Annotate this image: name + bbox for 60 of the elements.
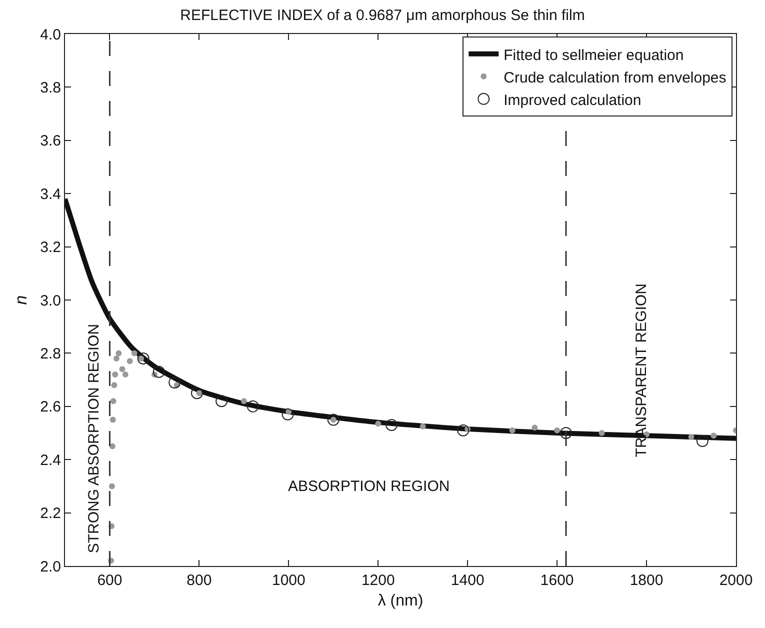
x-tick-label: 1200	[361, 572, 395, 589]
annotation: ABSORPTION REGION	[288, 478, 450, 495]
point	[598, 430, 605, 436]
point	[113, 356, 120, 362]
point	[112, 371, 118, 378]
y-tick-label: 3.2	[40, 239, 61, 256]
y-axis-title: n	[12, 295, 31, 305]
legend-label: Fitted to sellmeier equation	[504, 46, 684, 64]
point	[240, 398, 247, 404]
x-axis-title: λ (nm)	[378, 592, 424, 610]
point	[126, 358, 133, 364]
point	[710, 432, 717, 439]
point	[110, 416, 116, 423]
y-tick-label: 2.8	[40, 345, 61, 362]
y-tick-label: 3.8	[40, 79, 61, 96]
point	[282, 408, 294, 420]
point	[119, 366, 126, 372]
x-tick-label: 800	[186, 572, 212, 589]
point	[108, 483, 115, 490]
point	[246, 400, 259, 412]
point	[110, 398, 116, 404]
point	[190, 387, 203, 400]
point	[131, 350, 138, 356]
point	[216, 395, 228, 408]
point	[532, 424, 538, 431]
chart-title: REFLECTIVE INDEX of a 0.9687 μm amorphous Se thin film	[180, 6, 585, 24]
x-tick-label: 2000	[719, 572, 753, 589]
point	[560, 427, 572, 439]
point	[696, 434, 708, 447]
point	[386, 419, 398, 432]
y-tick-label: 3.6	[40, 132, 61, 150]
point	[116, 350, 122, 356]
x-tick-label: 1600	[540, 572, 574, 589]
point	[420, 423, 426, 430]
point	[509, 427, 516, 434]
point	[457, 424, 470, 436]
x-tick-label: 600	[97, 572, 122, 589]
point	[554, 427, 560, 434]
x-tick-label: 1000	[272, 572, 306, 589]
legend-label: Crude calculation from envelopes	[504, 69, 726, 86]
x-tick-label: 1800	[630, 572, 664, 589]
point	[111, 382, 118, 388]
point	[122, 371, 128, 378]
y-tick-label: 3.0	[40, 292, 61, 310]
y-tick-label: 4.0	[40, 26, 61, 44]
point	[137, 352, 150, 365]
y-tick-label: 2.2	[40, 505, 61, 522]
point	[327, 414, 340, 426]
x-tick-label: 1400	[450, 572, 484, 589]
point	[168, 376, 181, 388]
legend-label: Improved calculation	[504, 92, 642, 109]
y-tick-label: 3.4	[40, 186, 61, 203]
annotation: STRONG ABSORPTION REGION	[85, 324, 102, 554]
y-tick-label: 2.4	[40, 452, 61, 469]
y-tick-label: 2.6	[40, 398, 61, 416]
point	[688, 434, 694, 440]
point	[152, 366, 165, 378]
point	[109, 443, 116, 450]
y-tick-label: 2.0	[40, 558, 61, 576]
point	[375, 420, 382, 427]
